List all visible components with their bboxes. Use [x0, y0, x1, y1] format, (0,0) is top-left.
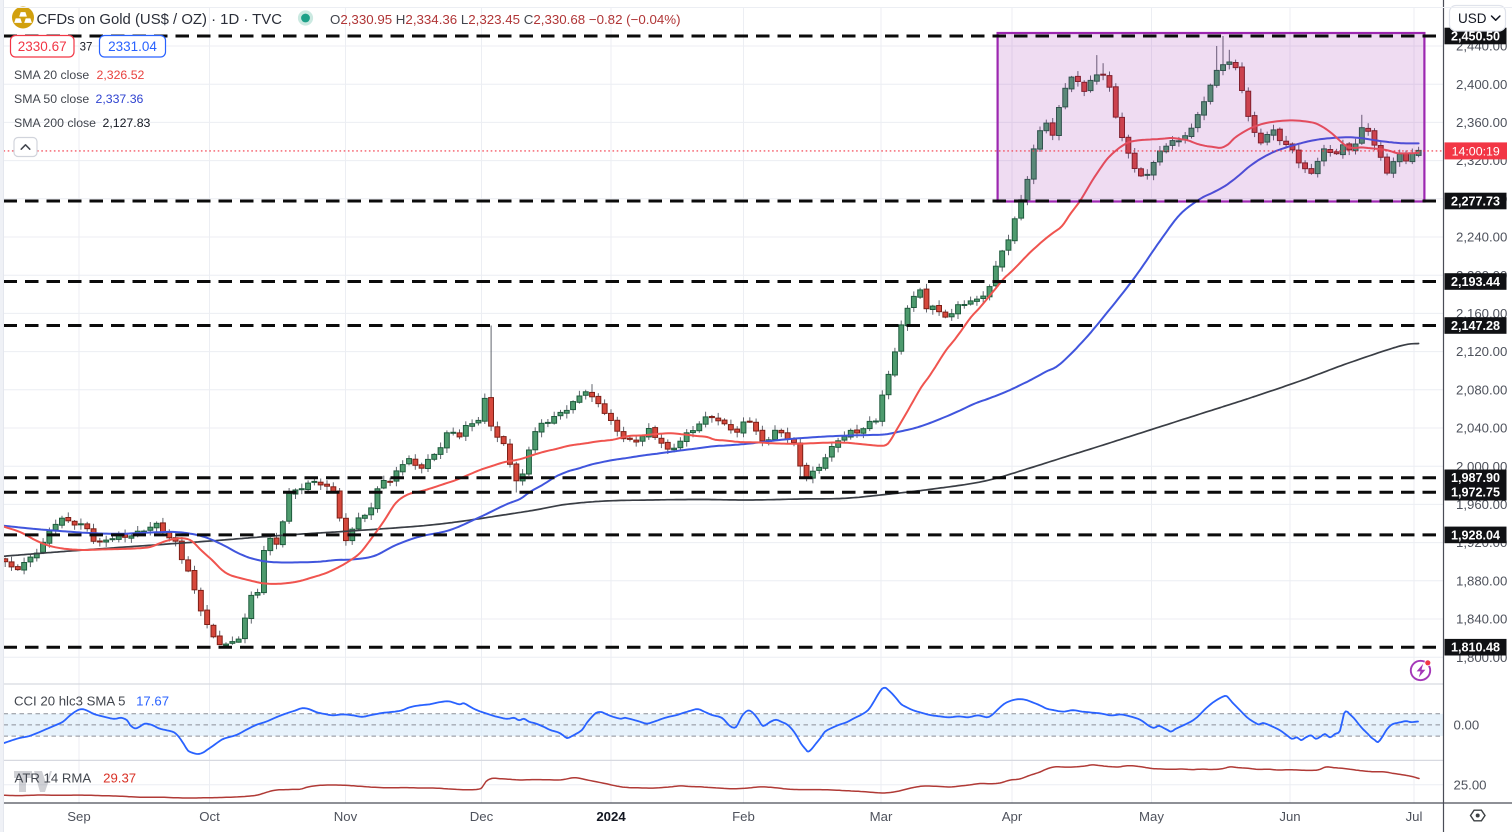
svg-text:Feb: Feb — [732, 809, 755, 824]
svg-text:2,326.52: 2,326.52 — [97, 68, 145, 82]
svg-text:2,127.83: 2,127.83 — [103, 116, 151, 130]
svg-text:Jun: Jun — [1279, 809, 1300, 824]
svg-text:37: 37 — [80, 42, 93, 54]
svg-text:2,400.00: 2,400.00 — [1456, 77, 1507, 92]
svg-text:14:00:19: 14:00:19 — [1452, 144, 1500, 158]
svg-text:Apr: Apr — [1002, 809, 1023, 824]
svg-text:O2,330.95 H2,334.36 L2,323.45: O2,330.95 H2,334.36 L2,323.45 C2,330.68 … — [330, 12, 681, 27]
svg-text:2,360.00: 2,360.00 — [1456, 115, 1507, 130]
svg-text:2,120.00: 2,120.00 — [1456, 344, 1507, 359]
svg-text:2,193.44: 2,193.44 — [1451, 275, 1500, 289]
svg-text:May: May — [1139, 809, 1164, 824]
svg-text:2,040.00: 2,040.00 — [1456, 421, 1507, 436]
svg-text:2,080.00: 2,080.00 — [1456, 382, 1507, 397]
svg-text:ATR 14 RMA 29.37: ATR 14 RMA 29.37 — [15, 771, 137, 786]
svg-text:2,450.50: 2,450.50 — [1451, 29, 1500, 43]
svg-text:CFDs on Gold (US$ / OZ) · 1D ·: CFDs on Gold (US$ / OZ) · 1D · TVC — [37, 12, 283, 28]
svg-text:SMA 200 close: SMA 200 close — [14, 116, 96, 130]
svg-text:25.00: 25.00 — [1454, 777, 1487, 792]
svg-text:SMA 50 close: SMA 50 close — [14, 92, 89, 106]
svg-text:1,880.00: 1,880.00 — [1456, 573, 1507, 588]
svg-text:1,928.04: 1,928.04 — [1451, 528, 1500, 542]
svg-text:1,810.48: 1,810.48 — [1451, 641, 1500, 655]
svg-text:Nov: Nov — [334, 809, 358, 824]
svg-text:2331.04: 2331.04 — [108, 39, 157, 54]
svg-text:0.00: 0.00 — [1454, 718, 1480, 733]
svg-text:2330.67: 2330.67 — [18, 39, 67, 54]
svg-text:2,277.73: 2,277.73 — [1451, 194, 1500, 208]
svg-text:1,972.75: 1,972.75 — [1451, 486, 1500, 500]
svg-text:1,987.90: 1,987.90 — [1451, 471, 1500, 485]
svg-text:Mar: Mar — [870, 809, 893, 824]
svg-text:SMA 20 close: SMA 20 close — [14, 68, 89, 82]
svg-text:2,147.28: 2,147.28 — [1451, 319, 1500, 333]
svg-text:CCI 20 hlc3 SMA 5 17.67: CCI 20 hlc3 SMA 5 17.67 — [14, 694, 169, 709]
svg-text:Dec: Dec — [470, 809, 494, 824]
svg-text:Oct: Oct — [199, 809, 220, 824]
svg-text:2024: 2024 — [596, 809, 626, 824]
svg-text:2,337.36: 2,337.36 — [96, 92, 144, 106]
svg-text:Jul: Jul — [1406, 809, 1423, 824]
svg-text:USD: USD — [1458, 11, 1487, 26]
svg-text:1,840.00: 1,840.00 — [1456, 612, 1507, 627]
svg-text:Sep: Sep — [67, 809, 90, 824]
svg-text:1,960.00: 1,960.00 — [1456, 497, 1507, 512]
svg-text:2,240.00: 2,240.00 — [1456, 230, 1507, 245]
